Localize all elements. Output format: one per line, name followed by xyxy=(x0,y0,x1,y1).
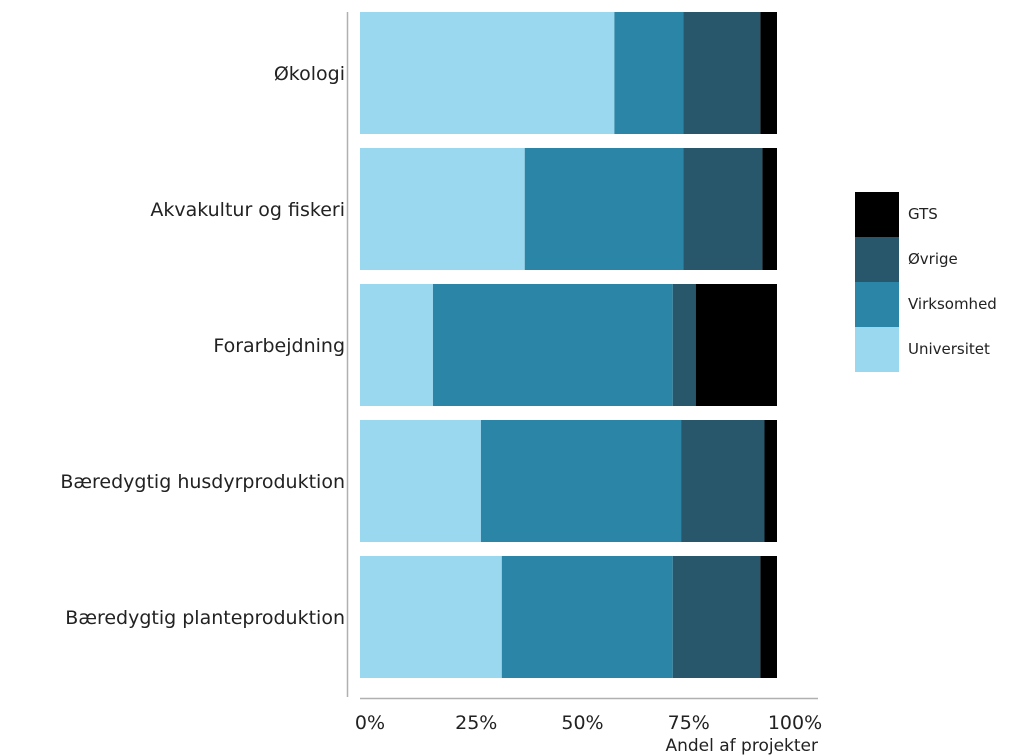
legend-swatch-1 xyxy=(855,237,899,282)
bar-segment-1-2 xyxy=(683,148,763,270)
category-labels: Økologi Akvakultur og fiskeri Forarbejdnin… xyxy=(60,63,345,629)
bar-segment-1-3 xyxy=(762,148,777,270)
bar-segment-3-0 xyxy=(360,420,481,542)
bar-segment-3-3 xyxy=(764,420,777,542)
bar-segment-4-3 xyxy=(760,556,777,678)
legend-swatch-0 xyxy=(855,192,899,237)
bar-segment-2-1 xyxy=(432,284,673,406)
category-label-3: Bæredygtig husdyrproduktion xyxy=(60,471,345,493)
bar-segment-0-0 xyxy=(360,12,615,134)
category-label-2: Forarbejdning xyxy=(213,335,345,357)
bar-segment-2-3 xyxy=(695,284,777,406)
x-tick-label-2: 50% xyxy=(561,712,603,734)
x-axis-title: Andel af projekter xyxy=(665,736,818,755)
legend-label-1: Øvrige xyxy=(908,250,958,268)
bars-group xyxy=(360,12,777,678)
x-tick-label-0: 0% xyxy=(355,712,385,734)
bar-segment-0-3 xyxy=(760,12,777,134)
bar-segment-0-1 xyxy=(614,12,684,134)
legend-label-0: GTS xyxy=(908,205,938,223)
x-tick-labels: 0% 25% 50% 75% 100% xyxy=(355,712,822,734)
bar-segment-4-2 xyxy=(672,556,761,678)
category-label-1: Akvakultur og fiskeri xyxy=(150,199,345,221)
bar-segment-3-2 xyxy=(681,420,765,542)
legend-swatch-3 xyxy=(855,327,899,372)
legend: GTS Øvrige Virksomhed Universitet xyxy=(855,192,997,372)
bar-segment-0-2 xyxy=(683,12,761,134)
bar-segment-1-0 xyxy=(360,148,525,270)
bar-segment-4-0 xyxy=(360,556,502,678)
legend-label-2: Virksomhed xyxy=(908,295,997,313)
legend-swatch-2 xyxy=(855,282,899,327)
category-label-0: Økologi xyxy=(274,63,345,85)
bar-segment-4-1 xyxy=(501,556,673,678)
x-tick-label-4: 100% xyxy=(768,712,822,734)
bar-segment-1-1 xyxy=(524,148,684,270)
bar-segment-2-0 xyxy=(360,284,433,406)
legend-label-3: Universitet xyxy=(908,340,990,358)
category-label-4: Bæredygtig planteproduktion xyxy=(65,607,345,629)
x-tick-label-3: 75% xyxy=(668,712,710,734)
bar-segment-2-2 xyxy=(672,284,696,406)
x-tick-label-1: 25% xyxy=(455,712,497,734)
bar-segment-3-1 xyxy=(480,420,682,542)
